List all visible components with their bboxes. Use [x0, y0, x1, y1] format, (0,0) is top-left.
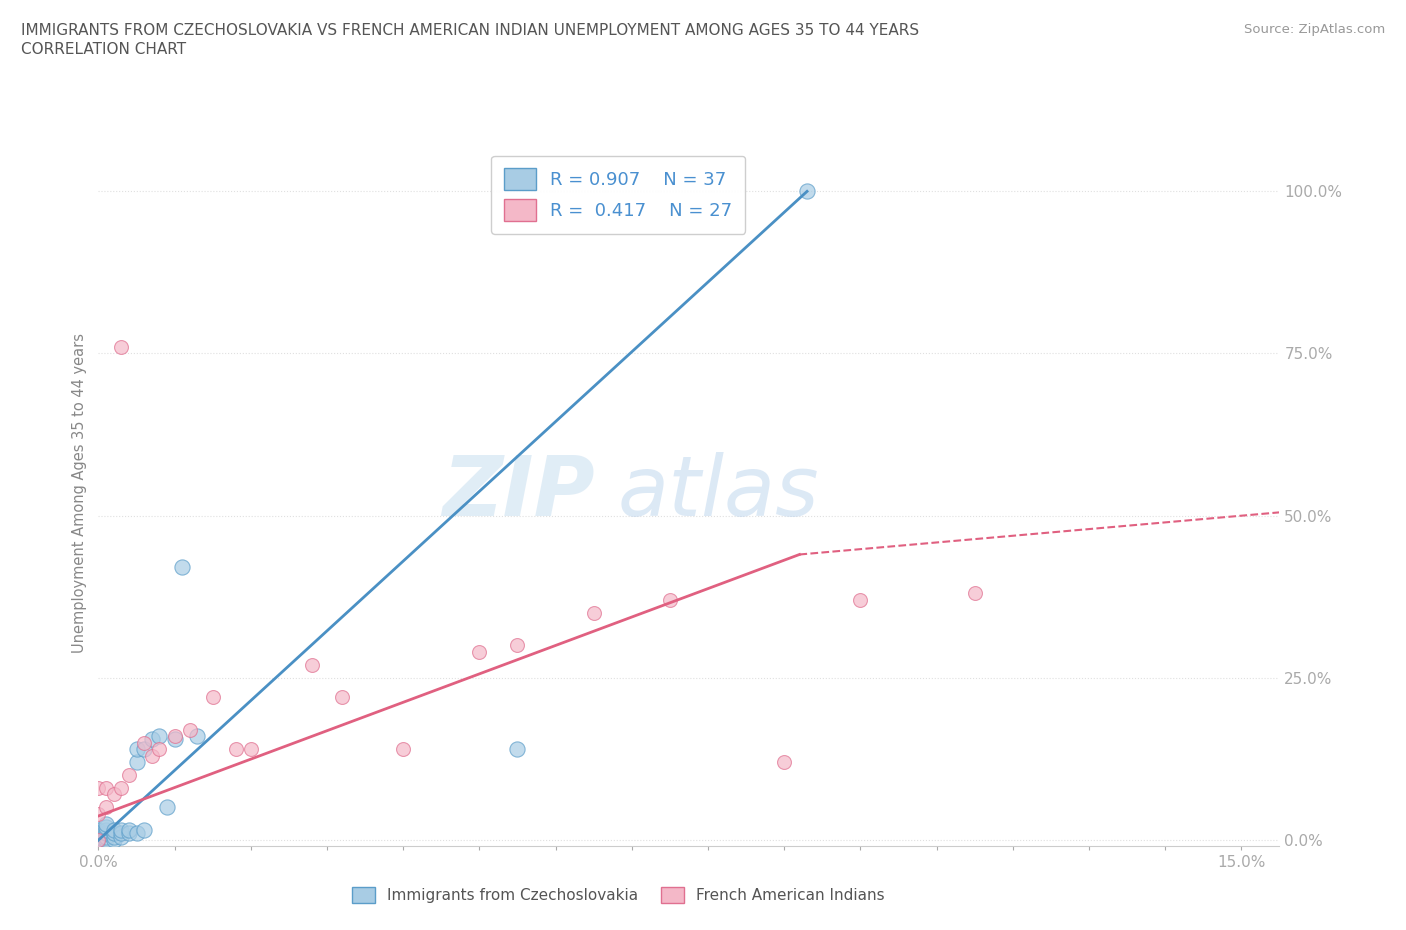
Point: [94, 826, 117, 841]
Point: [468, 644, 491, 659]
Point: [87, 832, 110, 847]
Point: [201, 690, 224, 705]
Point: [148, 741, 170, 756]
Point: [301, 658, 323, 672]
Point: [103, 823, 125, 838]
Text: atlas: atlas: [619, 452, 820, 534]
Point: [125, 754, 148, 769]
Point: [87, 806, 110, 821]
Point: [94, 832, 117, 847]
Point: [172, 560, 194, 575]
Point: [849, 592, 872, 607]
Point: [87, 830, 110, 844]
Point: [163, 728, 186, 743]
Point: [239, 741, 262, 756]
Point: [134, 741, 156, 756]
Point: [94, 823, 117, 838]
Y-axis label: Unemployment Among Ages 35 to 44 years: Unemployment Among Ages 35 to 44 years: [72, 333, 87, 653]
Point: [141, 748, 163, 763]
Point: [87, 832, 110, 847]
Text: IMMIGRANTS FROM CZECHOSLOVAKIA VS FRENCH AMERICAN INDIAN UNEMPLOYMENT AMONG AGES: IMMIGRANTS FROM CZECHOSLOVAKIA VS FRENCH…: [21, 23, 920, 38]
Text: ZIP: ZIP: [441, 452, 595, 534]
Text: CORRELATION CHART: CORRELATION CHART: [21, 42, 186, 57]
Point: [103, 832, 125, 847]
Point: [141, 732, 163, 747]
Text: Source: ZipAtlas.com: Source: ZipAtlas.com: [1244, 23, 1385, 36]
Point: [582, 605, 605, 620]
Point: [87, 826, 110, 841]
Point: [103, 830, 125, 844]
Point: [163, 732, 186, 747]
Point: [125, 741, 148, 756]
Point: [87, 830, 110, 844]
Point: [392, 741, 415, 756]
Legend: Immigrants from Czechoslovakia, French American Indians: Immigrants from Czechoslovakia, French A…: [346, 881, 890, 910]
Point: [506, 638, 529, 653]
Point: [103, 787, 125, 802]
Point: [330, 690, 353, 705]
Point: [658, 592, 681, 607]
Point: [94, 817, 117, 831]
Point: [87, 832, 110, 847]
Point: [110, 339, 132, 354]
Point: [796, 184, 818, 199]
Point: [94, 800, 117, 815]
Point: [87, 780, 110, 795]
Point: [94, 830, 117, 844]
Point: [148, 728, 170, 743]
Point: [94, 819, 117, 834]
Point: [963, 586, 986, 601]
Point: [110, 823, 132, 838]
Point: [87, 832, 110, 847]
Point: [118, 826, 141, 841]
Point: [179, 722, 201, 737]
Point: [125, 826, 148, 841]
Point: [118, 823, 141, 838]
Point: [110, 830, 132, 844]
Point: [87, 823, 110, 838]
Point: [110, 826, 132, 841]
Point: [118, 767, 141, 782]
Point: [156, 800, 179, 815]
Point: [773, 754, 796, 769]
Point: [87, 832, 110, 847]
Point: [87, 826, 110, 841]
Point: [94, 780, 117, 795]
Point: [134, 735, 156, 750]
Point: [110, 780, 132, 795]
Point: [134, 823, 156, 838]
Point: [506, 741, 529, 756]
Point: [103, 826, 125, 841]
Point: [186, 728, 208, 743]
Point: [225, 741, 247, 756]
